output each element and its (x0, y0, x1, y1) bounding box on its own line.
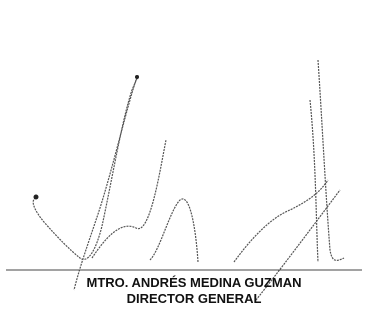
ink-dot (34, 195, 39, 200)
signature-stroke (33, 60, 344, 300)
signature-page: MTRO. ANDRÉS MEDINA GUZMAN DIRECTOR GENE… (0, 0, 374, 318)
signer-position: DIRECTOR GENERAL (127, 291, 262, 306)
signer-name: MTRO. ANDRÉS MEDINA GUZMAN (87, 275, 302, 290)
ink-dot (135, 75, 139, 79)
